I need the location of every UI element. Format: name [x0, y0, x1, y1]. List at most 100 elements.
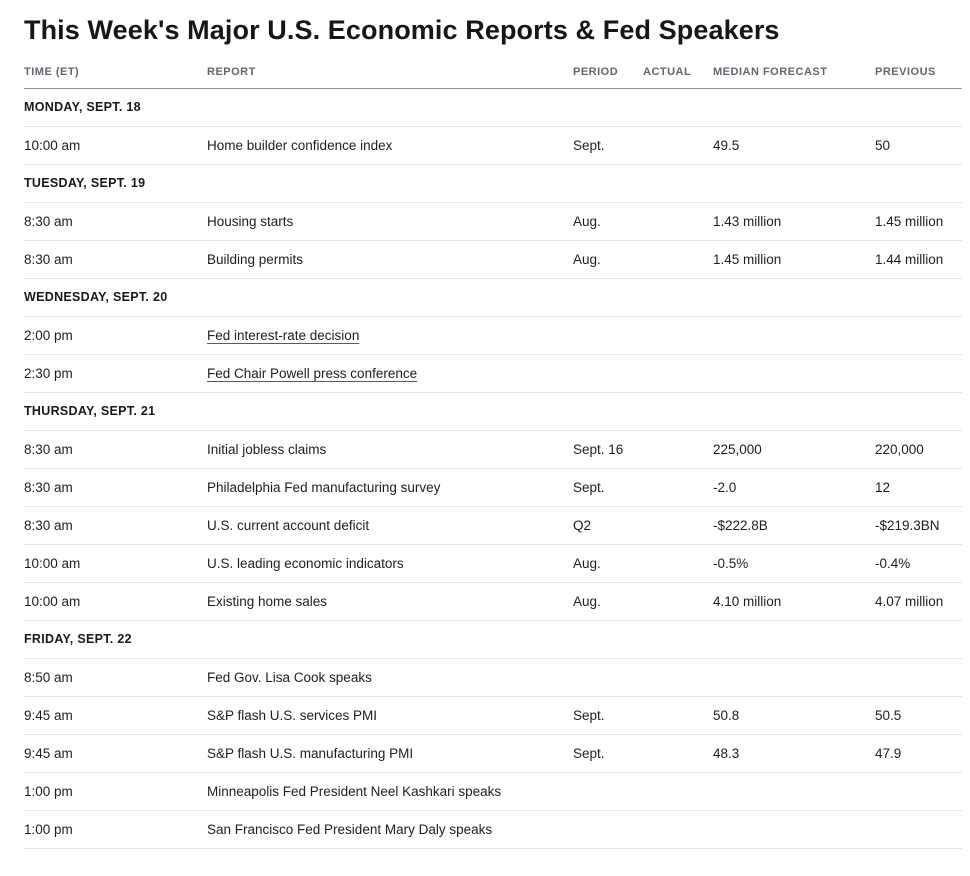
- cell-time: 1:00 pm: [24, 810, 207, 849]
- cell-median-forecast: 49.5: [713, 126, 875, 165]
- cell-actual: [643, 772, 713, 811]
- day-header-row: THURSDAY, SEPT. 21: [24, 392, 962, 431]
- cell-time: 8:50 am: [24, 658, 207, 697]
- cell-actual: [643, 544, 713, 583]
- report-table-body: MONDAY, SEPT. 18 10:00 am Home builder con…: [24, 88, 962, 849]
- cell-actual: [643, 696, 713, 735]
- table-row: 8:30 am Initial jobless claims Sept. 16 225…: [24, 430, 962, 469]
- cell-report: San Francisco Fed President Mary Daly sp…: [207, 810, 573, 849]
- cell-previous: 4.07 million: [875, 582, 962, 621]
- cell-report: Philadelphia Fed manufacturing survey: [207, 468, 573, 507]
- cell-report: Building permits: [207, 240, 573, 279]
- cell-actual: [643, 658, 713, 697]
- cell-period: Aug.: [573, 582, 643, 621]
- column-header-median-forecast: MEDIAN FORECAST: [713, 55, 875, 89]
- day-header-label: THURSDAY, SEPT. 21: [24, 392, 962, 431]
- cell-median-forecast: 4.10 million: [713, 582, 875, 621]
- cell-time: 8:30 am: [24, 202, 207, 241]
- cell-actual: [643, 316, 713, 355]
- cell-median-forecast: [713, 658, 875, 697]
- table-row: 8:30 am Philadelphia Fed manufacturing su…: [24, 468, 962, 507]
- cell-time: 9:45 am: [24, 696, 207, 735]
- economic-calendar-table: TIME (ET) REPORT PERIOD ACTUAL MEDIAN FO…: [24, 55, 962, 849]
- cell-actual: [643, 240, 713, 279]
- cell-period: Aug.: [573, 202, 643, 241]
- cell-report: U.S. leading economic indicators: [207, 544, 573, 583]
- cell-median-forecast: 1.43 million: [713, 202, 875, 241]
- day-header-label: FRIDAY, SEPT. 22: [24, 620, 962, 659]
- cell-report: Initial jobless claims: [207, 430, 573, 469]
- cell-period: [573, 772, 643, 811]
- table-header-row: TIME (ET) REPORT PERIOD ACTUAL MEDIAN FO…: [24, 55, 962, 89]
- cell-actual: [643, 202, 713, 241]
- cell-period: Aug.: [573, 240, 643, 279]
- report-link[interactable]: Fed Chair Powell press conference: [207, 365, 418, 381]
- cell-time: 10:00 am: [24, 582, 207, 621]
- cell-period: [573, 658, 643, 697]
- table-row: 9:45 am S&P flash U.S. manufacturing PMI S…: [24, 734, 962, 773]
- table-row: 2:00 pm Fed interest-rate decision: [24, 316, 962, 355]
- cell-report: Existing home sales: [207, 582, 573, 621]
- cell-report: S&P flash U.S. services PMI: [207, 696, 573, 735]
- cell-previous: 12: [875, 468, 962, 507]
- day-header-label: MONDAY, SEPT. 18: [24, 88, 962, 127]
- page-title: This Week's Major U.S. Economic Reports …: [24, 15, 780, 45]
- cell-period: Sept.: [573, 734, 643, 773]
- cell-previous: 50.5: [875, 696, 962, 735]
- column-header-time: TIME (ET): [24, 55, 207, 89]
- table-row: 8:30 am Housing starts Aug. 1.43 million 1.4…: [24, 202, 962, 241]
- cell-actual: [643, 810, 713, 849]
- cell-median-forecast: -2.0: [713, 468, 875, 507]
- cell-period: Aug.: [573, 544, 643, 583]
- cell-time: 8:30 am: [24, 506, 207, 545]
- column-header-actual: ACTUAL: [643, 55, 713, 89]
- cell-actual: [643, 354, 713, 393]
- cell-median-forecast: [713, 354, 875, 393]
- cell-previous: [875, 316, 962, 355]
- cell-report: Minneapolis Fed President Neel Kashkari …: [207, 772, 573, 811]
- cell-median-forecast: 50.8: [713, 696, 875, 735]
- cell-time: 2:30 pm: [24, 354, 207, 393]
- cell-median-forecast: 48.3: [713, 734, 875, 773]
- cell-period: [573, 810, 643, 849]
- table-row: 1:00 pm San Francisco Fed President Mary …: [24, 810, 962, 849]
- cell-time: 2:00 pm: [24, 316, 207, 355]
- cell-previous: 47.9: [875, 734, 962, 773]
- cell-actual: [643, 126, 713, 165]
- cell-time: 8:30 am: [24, 240, 207, 279]
- economic-calendar-page: This Week's Major U.S. Economic Reports …: [24, 15, 962, 849]
- day-header-row: TUESDAY, SEPT. 19: [24, 164, 962, 203]
- table-row: 8:30 am U.S. current account deficit Q2 -$2…: [24, 506, 962, 545]
- table-row: 8:50 am Fed Gov. Lisa Cook speaks: [24, 658, 962, 697]
- cell-previous: 1.44 million: [875, 240, 962, 279]
- cell-time: 1:00 pm: [24, 772, 207, 811]
- day-header-label: WEDNESDAY, SEPT. 20: [24, 278, 962, 317]
- cell-previous: -0.4%: [875, 544, 962, 583]
- cell-report: S&P flash U.S. manufacturing PMI: [207, 734, 573, 773]
- cell-actual: [643, 582, 713, 621]
- cell-previous: 50: [875, 126, 962, 165]
- cell-period: Sept. 16: [573, 430, 643, 469]
- cell-median-forecast: 1.45 million: [713, 240, 875, 279]
- table-row: 9:45 am S&P flash U.S. services PMI Sept. 5…: [24, 696, 962, 735]
- cell-time: 10:00 am: [24, 126, 207, 165]
- cell-previous: [875, 810, 962, 849]
- table-row: 10:00 am Existing home sales Aug. 4.10 mill…: [24, 582, 962, 621]
- table-row: 10:00 am U.S. leading economic indicators…: [24, 544, 962, 583]
- cell-time: 8:30 am: [24, 468, 207, 507]
- cell-median-forecast: [713, 810, 875, 849]
- cell-report: U.S. current account deficit: [207, 506, 573, 545]
- cell-median-forecast: -0.5%: [713, 544, 875, 583]
- cell-time: 8:30 am: [24, 430, 207, 469]
- report-link[interactable]: Fed interest-rate decision: [207, 327, 360, 343]
- table-header: TIME (ET) REPORT PERIOD ACTUAL MEDIAN FO…: [24, 55, 962, 89]
- cell-actual: [643, 468, 713, 507]
- cell-report: Fed Gov. Lisa Cook speaks: [207, 658, 573, 697]
- cell-previous: 1.45 million: [875, 202, 962, 241]
- cell-previous: [875, 772, 962, 811]
- cell-report: Fed interest-rate decision: [207, 316, 573, 355]
- cell-previous: [875, 354, 962, 393]
- day-header-row: FRIDAY, SEPT. 22: [24, 620, 962, 659]
- table-row: 2:30 pm Fed Chair Powell press conference: [24, 354, 962, 393]
- cell-time: 10:00 am: [24, 544, 207, 583]
